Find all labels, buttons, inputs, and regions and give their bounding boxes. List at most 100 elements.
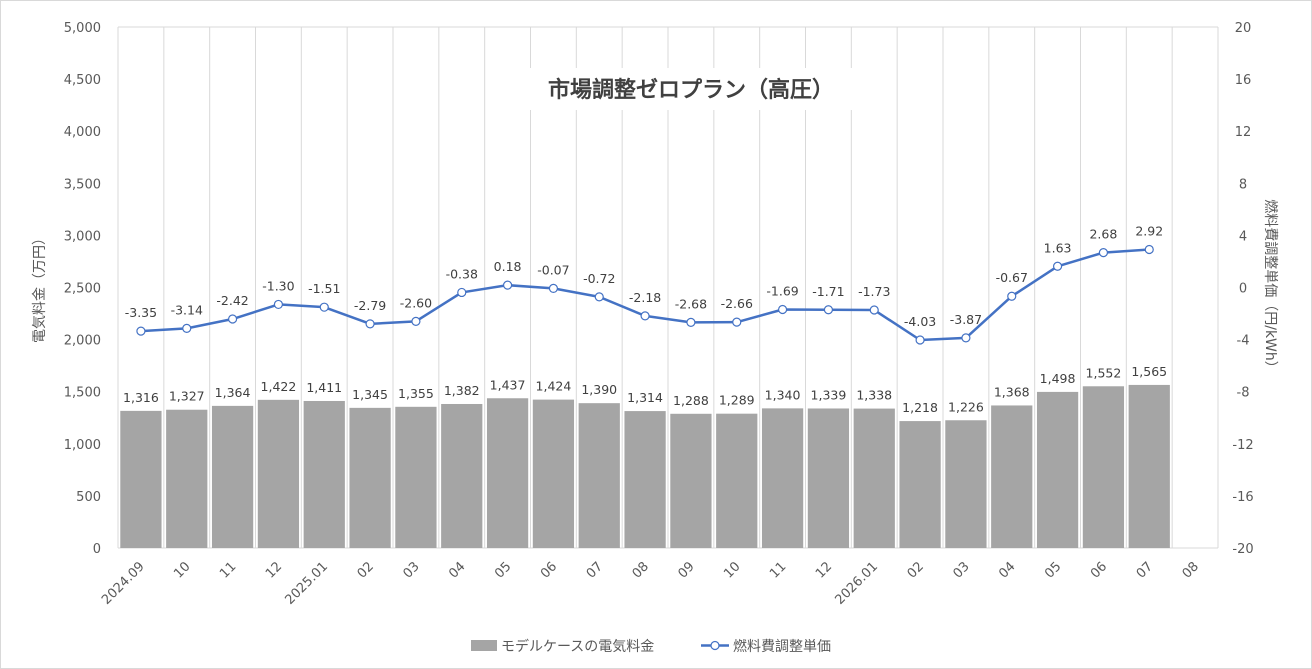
bar [532,399,575,548]
bar-data-label: 1,338 [856,388,892,403]
line-data-label: -3.35 [125,305,157,320]
line-point [640,311,650,321]
right-axis-tick-label: 8 [1239,177,1247,192]
bar [761,408,804,548]
bar [1036,391,1079,548]
bar [349,407,391,548]
legend-line-marker [710,640,720,651]
line-series [136,244,1154,345]
right-axis-tick-label: -20 [1232,542,1253,557]
left-axis-tick-label: 3,000 [64,229,101,244]
bar [670,413,712,548]
right-axis-tick-label: 4 [1239,229,1247,244]
line-point [777,304,788,315]
left-axis-title: 電気料金（万円） [32,231,48,343]
bar-data-labels: 1,316 1,327 1,364 1,422 1,411 1,345 1,355 1,382… [123,364,1167,415]
bar-data-label: 1,355 [398,386,434,401]
bar-data-label: 1,316 [123,390,159,405]
right-axis-title: 燃料費調整単価（円/kWh） [1262,199,1279,375]
bar [1128,384,1170,548]
line-point [365,319,375,329]
line-point [594,292,604,302]
right-axis-tick-label: 16 [1235,73,1252,88]
bar-data-label: 1,288 [673,393,709,408]
bar-data-label: 1,364 [215,385,251,400]
right-axis-tick-label: -12 [1232,438,1253,453]
bar-data-label: 1,422 [261,379,297,394]
bar-data-label: 1,327 [169,389,205,404]
line-data-label: 1.63 [1044,240,1072,255]
line-point [273,299,284,310]
line-data-label: -2.60 [400,295,432,310]
left-axis-tick-label: 4,000 [64,125,101,140]
line-point [1007,291,1017,301]
bar [991,405,1033,548]
bar-data-label: 1,339 [811,387,847,402]
bar-data-label: 1,498 [1040,371,1076,386]
line-data-label: 2.68 [1089,227,1117,242]
line-data-label: -1.51 [308,281,340,296]
line-point [136,326,146,336]
bar-data-label: 1,345 [352,387,388,402]
bar [807,408,850,548]
chart-title: 市場調整ゼロプラン（高圧） [548,77,834,103]
left-axis-tick-label: 1,000 [64,438,101,453]
bar-data-label: 1,382 [444,383,480,398]
line-data-label: 2.92 [1135,223,1163,238]
right-axis-tick-label: 12 [1235,125,1252,140]
left-axis-tick-label: 500 [76,490,101,505]
line-data-label: -2.79 [354,298,386,313]
left-axis-ticks: 0 500 1,000 1,500 2,000 2,500 3,000 3,500 4,000 4… [64,21,101,557]
line-data-label: -0.38 [446,266,478,281]
line-point [1098,247,1109,258]
line-data-label: -4.03 [904,314,936,329]
line-point [869,305,879,315]
bar-series [120,384,1170,548]
right-axis-tick-label: 0 [1239,282,1247,297]
bar-data-label: 1,340 [765,387,801,402]
line-data-label: -0.07 [537,262,569,277]
bar-data-label: 1,289 [719,393,755,408]
left-axis-tick-label: 2,500 [64,282,101,297]
bar [120,410,162,548]
bar-data-label: 1,424 [536,379,572,394]
line-point [319,302,329,312]
line-data-label: -3.87 [950,312,982,327]
line-data-label: -0.67 [996,270,1028,285]
bar [899,421,941,548]
left-axis-tick-label: 5,000 [64,21,101,36]
right-axis-tick-label: -4 [1237,334,1250,349]
bar [945,420,987,548]
legend: モデルケースの電気料金 燃料費調整単価 [471,638,831,655]
line-data-label: -1.69 [766,284,798,299]
line-point [182,323,192,333]
legend-bar-label: モデルケースの電気料金 [501,638,654,655]
bar-data-label: 1,565 [1131,364,1167,379]
line-data-label: -2.66 [721,296,753,311]
line-data-label: -2.42 [216,293,248,308]
line-data-label: -1.30 [262,278,294,293]
bar [211,405,254,548]
line-point [457,287,467,298]
left-axis-tick-label: 3,500 [64,177,101,192]
left-axis-tick-label: 2,000 [64,334,101,349]
bar-data-label: 1,437 [490,377,526,392]
bar-data-label: 1,226 [948,399,984,414]
line-point [227,314,238,324]
bar [486,398,529,548]
bar-data-label: 1,390 [581,382,617,397]
bar-data-label: 1,552 [1086,365,1122,380]
bar-data-label: 1,411 [306,380,342,395]
bar [578,403,620,548]
bar-data-label: 1,314 [627,390,663,405]
line-point [548,283,559,294]
line-point [411,316,421,326]
line-data-label: -1.71 [812,284,844,299]
bar [624,411,666,548]
line-point [732,317,742,327]
line-data-label: -1.73 [858,284,890,299]
line-point [502,280,513,290]
